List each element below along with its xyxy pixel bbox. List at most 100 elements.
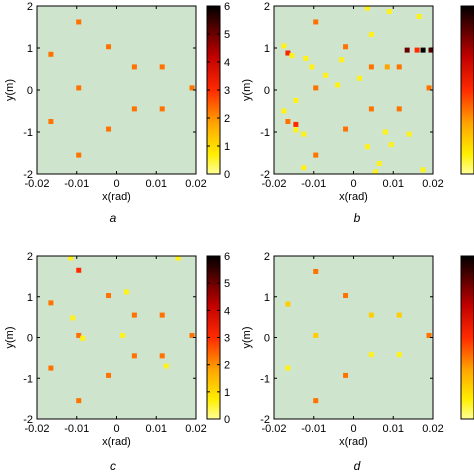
y-tick-label: -2 xyxy=(260,414,270,426)
data-point xyxy=(76,267,82,273)
data-point xyxy=(123,289,129,295)
data-point xyxy=(420,167,426,173)
data-point xyxy=(416,14,422,19)
y-tick-label: 1 xyxy=(27,43,33,55)
panel-caption: b xyxy=(354,211,361,225)
data-point xyxy=(289,53,295,59)
data-point xyxy=(313,332,319,338)
data-point xyxy=(159,353,165,359)
data-point xyxy=(372,169,378,175)
data-point xyxy=(285,119,291,124)
y-tick-label: 0 xyxy=(27,85,33,97)
data-point xyxy=(406,131,412,137)
data-point xyxy=(68,255,74,261)
y-tick-label: -2 xyxy=(260,169,270,181)
y-tick-label: 2 xyxy=(264,1,270,13)
data-point xyxy=(285,50,291,56)
y-tick-label: 1 xyxy=(27,292,33,304)
y-axis-label: y(m) xyxy=(241,79,253,101)
data-point xyxy=(368,64,374,70)
data-point xyxy=(106,372,112,378)
data-point xyxy=(368,312,374,318)
data-point xyxy=(293,121,299,127)
y-axis-label: y(m) xyxy=(241,327,253,349)
colorbar-tick-label: 4 xyxy=(224,305,230,317)
colorbar-tick-label: 1 xyxy=(224,141,230,153)
colorbar-tick-label: 3 xyxy=(224,333,230,345)
x-tick-label: 0 xyxy=(350,423,356,435)
data-point xyxy=(285,301,291,307)
data-point xyxy=(163,363,169,369)
panel-caption: a xyxy=(110,211,117,225)
data-point xyxy=(131,64,137,70)
data-point xyxy=(293,127,299,133)
colorbar-tick-label: 1 xyxy=(224,387,230,399)
y-tick-label: 1 xyxy=(264,292,270,304)
data-point xyxy=(364,144,370,150)
y-tick-label: -1 xyxy=(23,373,33,385)
x-tick-label: 0.01 xyxy=(146,178,167,190)
data-point xyxy=(313,152,319,158)
y-tick-label: 0 xyxy=(27,333,33,345)
data-point xyxy=(414,47,420,53)
data-point xyxy=(106,293,112,299)
data-point xyxy=(175,255,181,261)
y-tick-label: 2 xyxy=(264,251,270,263)
x-tick-label: 0 xyxy=(113,178,119,190)
data-point xyxy=(301,165,307,171)
data-point xyxy=(420,47,426,53)
data-point xyxy=(343,126,349,132)
data-point xyxy=(313,268,319,274)
x-tick-label: 0.01 xyxy=(383,178,404,190)
data-point xyxy=(388,142,394,148)
x-tick-label: 0.01 xyxy=(146,423,167,435)
data-point xyxy=(426,332,432,338)
data-point xyxy=(382,129,388,135)
y-tick-label: -2 xyxy=(23,169,33,181)
data-point xyxy=(189,332,195,338)
y-tick-label: 2 xyxy=(27,251,33,263)
data-point xyxy=(131,353,137,359)
data-point xyxy=(131,312,137,318)
data-point xyxy=(343,44,349,50)
colorbar-tick-label: 6 xyxy=(224,1,230,13)
plot-area xyxy=(274,6,433,174)
data-point xyxy=(323,72,329,78)
data-point xyxy=(48,119,54,124)
data-point xyxy=(368,32,374,38)
data-point xyxy=(76,332,82,338)
x-tick-label: -0.01 xyxy=(301,423,326,435)
colorbar-tick-label: 0 xyxy=(224,169,230,181)
data-point xyxy=(106,44,112,50)
data-point xyxy=(368,106,374,112)
data-point xyxy=(384,64,390,70)
data-point xyxy=(343,372,349,378)
data-point xyxy=(396,352,402,358)
data-point xyxy=(301,131,307,137)
data-point xyxy=(76,398,82,404)
colorbar xyxy=(460,255,474,420)
x-tick-label: -0.02 xyxy=(261,178,286,190)
colorbar-tick-label: 0 xyxy=(224,414,230,426)
y-tick-label: -2 xyxy=(23,414,33,426)
x-axis-label: x(rad) xyxy=(102,191,131,203)
data-point xyxy=(281,43,287,49)
data-point xyxy=(313,19,319,25)
data-point xyxy=(396,312,402,318)
data-point xyxy=(356,75,362,81)
data-point xyxy=(48,51,54,57)
y-axis-label: y(m) xyxy=(4,79,16,101)
panel-d: -0.02 -0.01 0 0.01 0.02 2 1 0 -1 -2 x(rad) y(m) d xyxy=(241,251,474,473)
panel-caption: d xyxy=(354,459,361,473)
x-tick-label: 0.01 xyxy=(383,423,404,435)
x-axis-label: x(rad) xyxy=(339,436,368,448)
y-axis-label: y(m) xyxy=(4,327,16,349)
x-tick-label: -0.01 xyxy=(64,178,89,190)
x-tick-label: -0.01 xyxy=(301,178,326,190)
y-tick-label: 0 xyxy=(264,333,270,345)
plot-area xyxy=(37,6,196,174)
data-point xyxy=(189,85,195,91)
x-tick-label: 0.02 xyxy=(185,423,206,435)
panel-a: -0.02 -0.01 0 0.01 0.02 2 1 0 -1 -2 x(rad) y(m) 6 5 4 3… xyxy=(4,1,230,225)
data-point xyxy=(131,106,137,112)
